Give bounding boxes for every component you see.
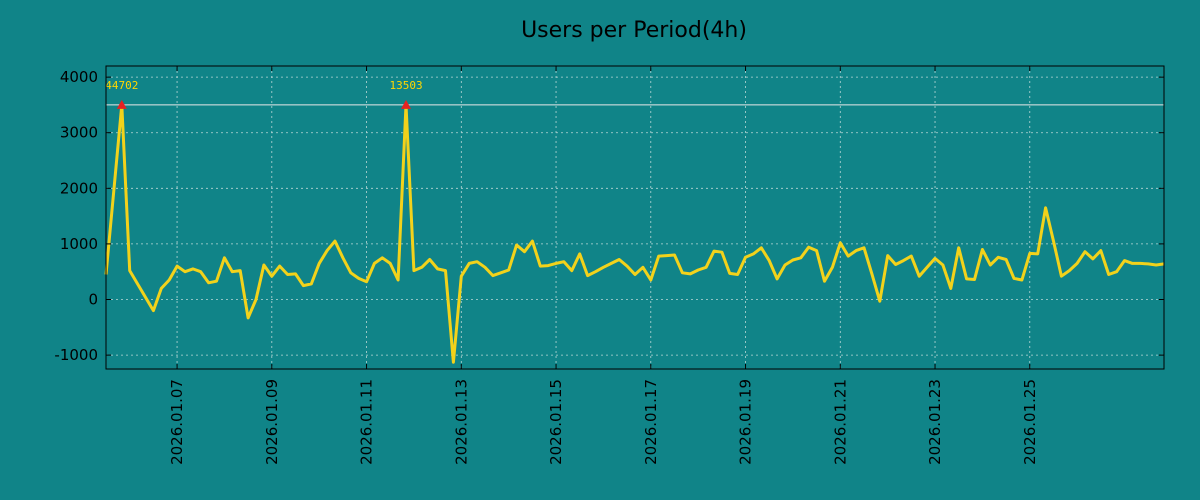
series-area: [104, 103, 1165, 364]
x-tick-label: 2026.01.15: [547, 379, 565, 465]
grid: [106, 66, 1164, 369]
x-tick-label: 2026.01.07: [168, 379, 186, 465]
y-tick-label: -1000: [54, 346, 98, 364]
plot-frame: [105, 65, 1165, 370]
x-tick-label: 2026.01.13: [452, 379, 470, 465]
x-tick-label: 2026.01.21: [831, 379, 849, 465]
x-axis: 2026.01.07 2026.01.09 2026.01.11 2026.01.13…: [168, 66, 1039, 465]
x-tick-label: 2026.01.11: [358, 379, 376, 465]
y-tick-label: 3000: [60, 124, 98, 142]
peak-label: 13503: [389, 79, 422, 92]
peak-markers: 44702 13503: [105, 79, 423, 109]
peak-marker: [116, 99, 127, 109]
y-axis: 4000 3000 2000 1000 0 -1000: [54, 68, 1164, 364]
chart-title: Users per Period(4h): [521, 18, 747, 43]
x-tick-label: 2026.01.09: [263, 379, 281, 465]
x-tick-label: 2026.01.23: [926, 379, 944, 465]
peak-marker: [401, 99, 412, 109]
y-tick-label: 2000: [60, 179, 98, 197]
x-tick-label: 2026.01.19: [737, 379, 755, 465]
series-line: [104, 103, 1165, 364]
y-tick-label: 1000: [60, 235, 98, 253]
x-tick-label: 2026.01.17: [642, 379, 660, 465]
x-tick-label: 2026.01.25: [1021, 379, 1039, 465]
peak-label: 44702: [105, 79, 138, 92]
y-tick-label: 4000: [60, 68, 98, 86]
y-tick-label: 0: [88, 291, 98, 309]
